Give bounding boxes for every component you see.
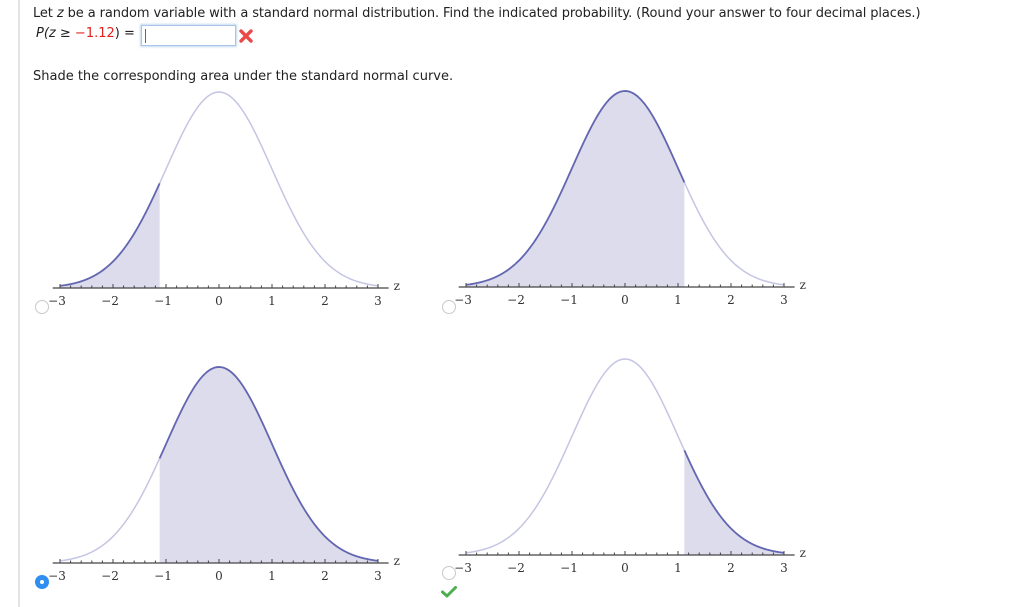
tick-label: 3 (780, 561, 788, 575)
option-radio-4[interactable] (442, 566, 456, 580)
tick-label: −1 (154, 294, 172, 308)
shaded-area (60, 183, 160, 288)
tick-label: −2 (507, 293, 525, 307)
shaded-area (466, 91, 685, 288)
x-mark-icon (239, 29, 253, 43)
tick-label: 2 (321, 294, 329, 308)
left-border (18, 0, 20, 607)
check-mark-icon (441, 586, 457, 598)
tick-label: 2 (321, 569, 329, 583)
tick-label: −3 (48, 294, 66, 308)
tick-label: 0 (621, 561, 629, 575)
tick-label: −2 (101, 569, 119, 583)
tick-label: 1 (268, 294, 276, 308)
tick-label: 1 (674, 561, 682, 575)
question-text: Let z be a random variable with a standa… (33, 6, 921, 21)
prob-value: −1.12 (74, 26, 115, 41)
z-axis-label: z (799, 546, 806, 560)
tick-label: 1 (268, 569, 276, 583)
tick-label: 2 (727, 293, 735, 307)
instruction-text: Shade the corresponding area under the s… (33, 69, 454, 84)
tick-label: 0 (215, 569, 223, 583)
shaded-area (159, 367, 378, 563)
normal-curve-shaded-edge (683, 449, 785, 554)
tick-label: −2 (507, 561, 525, 575)
tick-label: −1 (560, 561, 578, 575)
option-radio-1[interactable] (35, 300, 49, 314)
question-variable: z (56, 6, 64, 21)
normal-curve-shaded-edge (465, 90, 686, 286)
tick-label: 3 (374, 569, 382, 583)
tick-label: 3 (374, 294, 382, 308)
prob-close: ) = (114, 26, 135, 41)
tick-label: −1 (154, 569, 172, 583)
question-prefix: Let (33, 6, 57, 21)
tick-label: 1 (674, 293, 682, 307)
tick-label: 2 (727, 561, 735, 575)
z-axis-label: z (393, 279, 400, 293)
prob-operator: ≥ (55, 26, 75, 41)
tick-label: 0 (215, 294, 223, 308)
tick-label: −3 (48, 569, 66, 583)
tick-label: −3 (454, 293, 472, 307)
probability-expression: P(z ≥ −1.12) = (36, 26, 135, 41)
question-suffix: be a random variable with a standard nor… (63, 6, 921, 21)
tick-label: 0 (621, 293, 629, 307)
tick-label: −1 (560, 293, 578, 307)
tick-label: 3 (780, 293, 788, 307)
answer-input[interactable] (141, 25, 236, 46)
tick-label: −2 (101, 294, 119, 308)
prob-variable: z (48, 26, 56, 41)
z-axis-label: z (799, 278, 806, 292)
shaded-area (684, 450, 784, 555)
option-radio-2[interactable] (442, 300, 456, 314)
normal-curve-shaded-edge (158, 366, 379, 562)
text-caret (145, 29, 146, 43)
normal-curve (465, 358, 785, 554)
z-axis-label: z (393, 554, 400, 568)
prob-open: P( (36, 26, 49, 41)
tick-label: −3 (454, 561, 472, 575)
option-radio-3[interactable] (35, 575, 49, 589)
normal-curve-shaded-edge (59, 182, 161, 287)
